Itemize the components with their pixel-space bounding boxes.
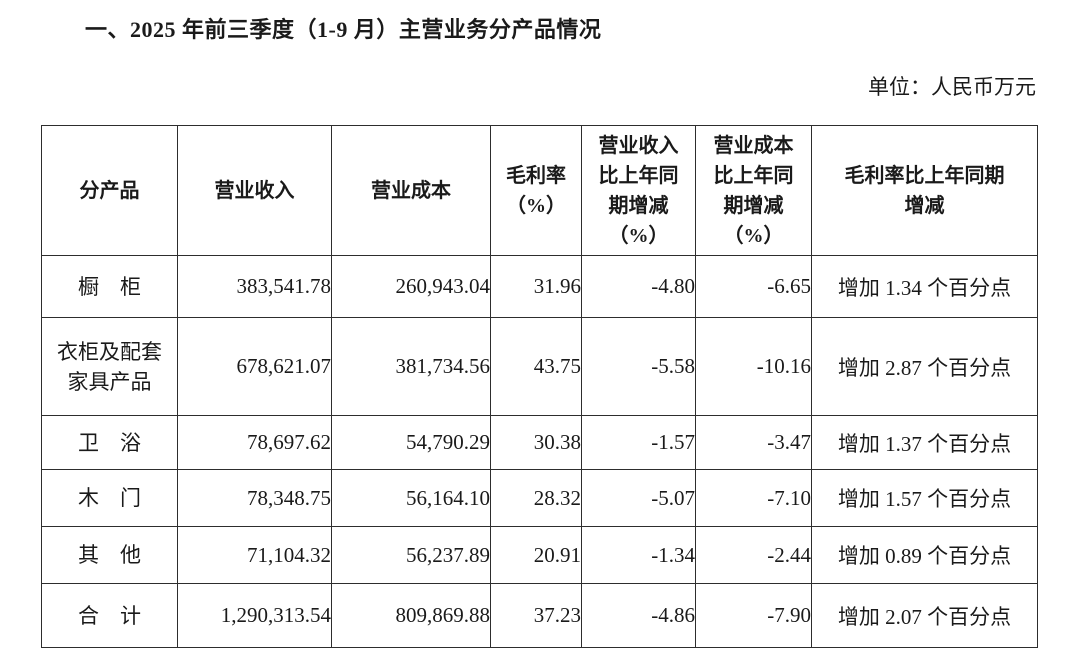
cost-cell: 381,734.56: [331, 317, 491, 416]
revenue-cell: 71,104.32: [177, 526, 332, 584]
page-title: 一、2025 年前三季度（1-9 月）主营业务分产品情况: [85, 17, 602, 42]
cost-cell: 56,237.89: [331, 526, 491, 584]
table-row-other: 其 他 71,104.32 56,237.89 20.91 -1.34 -2.4…: [41, 526, 1038, 584]
revenue-yoy-cell: -4.86: [581, 583, 696, 648]
col-header-revenue-yoy: 营业收入 比上年同 期增减 （%）: [581, 125, 696, 256]
product-cell: 卫 浴: [41, 415, 178, 470]
product-breakdown-table: 分产品 营业收入 营业成本 毛利率 （%） 营业收入 比上年同 期增减 （%） …: [41, 125, 1038, 648]
col-header-margin-change: 毛利率比上年同期 增减: [811, 125, 1038, 256]
table-header: 分产品 营业收入 营业成本 毛利率 （%） 营业收入 比上年同 期增减 （%） …: [41, 125, 1038, 256]
revenue-yoy-cell: -1.57: [581, 415, 696, 470]
revenue-yoy-cell: -5.07: [581, 469, 696, 527]
margin-change-cell: 增加 0.89 个百分点: [811, 526, 1038, 584]
revenue-cell: 78,697.62: [177, 415, 332, 470]
table-row-cabinet: 橱 柜 383,541.78 260,943.04 31.96 -4.80 -6…: [41, 255, 1038, 318]
unit-label: 单位：人民币万元: [868, 75, 1036, 99]
margin-cell: 43.75: [490, 317, 582, 416]
col-header-revenue: 营业收入: [177, 125, 332, 256]
cost-yoy-cell: -7.10: [695, 469, 812, 527]
revenue-yoy-cell: -4.80: [581, 255, 696, 318]
revenue-cell: 383,541.78: [177, 255, 332, 318]
margin-change-cell: 增加 2.87 个百分点: [811, 317, 1038, 416]
col-header-cost-yoy: 营业成本 比上年同 期增减 （%）: [695, 125, 812, 256]
revenue-cell: 678,621.07: [177, 317, 332, 416]
product-cell: 衣柜及配套 家具产品: [41, 317, 178, 416]
cost-cell: 54,790.29: [331, 415, 491, 470]
cost-cell: 56,164.10: [331, 469, 491, 527]
revenue-cell: 78,348.75: [177, 469, 332, 527]
cost-yoy-cell: -7.90: [695, 583, 812, 648]
cost-cell: 260,943.04: [331, 255, 491, 318]
margin-change-cell: 增加 1.37 个百分点: [811, 415, 1038, 470]
col-header-cost: 营业成本: [331, 125, 491, 256]
table-row-wardrobe: 衣柜及配套 家具产品 678,621.07 381,734.56 43.75 -…: [41, 317, 1038, 416]
cost-yoy-cell: -6.65: [695, 255, 812, 318]
table-row-wooden-door: 木 门 78,348.75 56,164.10 28.32 -5.07 -7.1…: [41, 469, 1038, 527]
product-cell: 其 他: [41, 526, 178, 584]
product-cell: 合 计: [41, 583, 178, 648]
cost-yoy-cell: -2.44: [695, 526, 812, 584]
cost-cell: 809,869.88: [331, 583, 491, 648]
margin-cell: 30.38: [490, 415, 582, 470]
revenue-yoy-cell: -1.34: [581, 526, 696, 584]
margin-cell: 37.23: [490, 583, 582, 648]
table-row-bathroom: 卫 浴 78,697.62 54,790.29 30.38 -1.57 -3.4…: [41, 415, 1038, 470]
product-cell: 木 门: [41, 469, 178, 527]
margin-cell: 28.32: [490, 469, 582, 527]
cost-yoy-cell: -3.47: [695, 415, 812, 470]
margin-cell: 20.91: [490, 526, 582, 584]
revenue-yoy-cell: -5.58: [581, 317, 696, 416]
cost-yoy-cell: -10.16: [695, 317, 812, 416]
margin-change-cell: 增加 1.34 个百分点: [811, 255, 1038, 318]
margin-change-cell: 增加 2.07 个百分点: [811, 583, 1038, 648]
product-cell: 橱 柜: [41, 255, 178, 318]
table-body: 橱 柜 383,541.78 260,943.04 31.96 -4.80 -6…: [41, 255, 1038, 648]
revenue-cell: 1,290,313.54: [177, 583, 332, 648]
table-row-total: 合 计 1,290,313.54 809,869.88 37.23 -4.86 …: [41, 583, 1038, 648]
header-row: 分产品 营业收入 营业成本 毛利率 （%） 营业收入 比上年同 期增减 （%） …: [41, 125, 1038, 256]
col-header-margin: 毛利率 （%）: [490, 125, 582, 256]
margin-change-cell: 增加 1.57 个百分点: [811, 469, 1038, 527]
margin-cell: 31.96: [490, 255, 582, 318]
col-header-product: 分产品: [41, 125, 178, 256]
